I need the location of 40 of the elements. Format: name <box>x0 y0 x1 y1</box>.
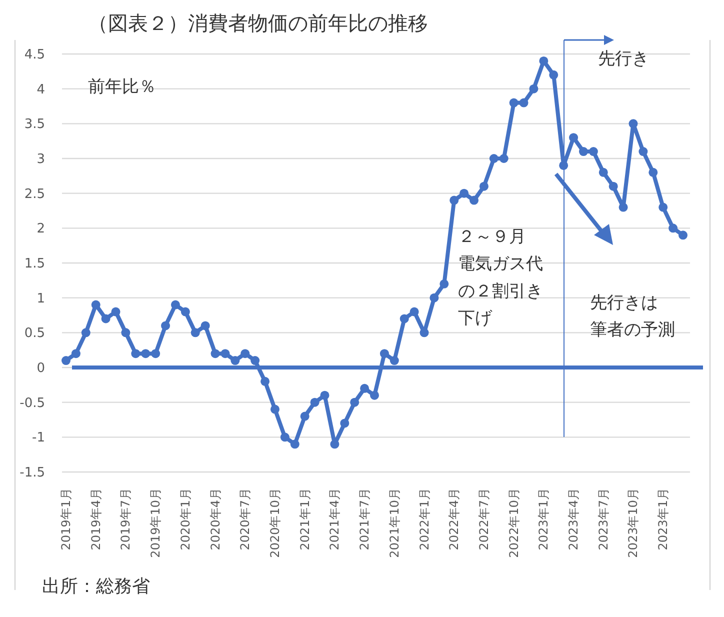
y-tick-label: -0.5 <box>20 396 45 411</box>
x-tick-label: 2023年4月 <box>566 488 581 550</box>
annotation: 先行きは筆者の予測 <box>590 293 675 340</box>
annotation: 前年比％ <box>88 77 156 97</box>
y-tick-label: 0.5 <box>24 326 45 342</box>
y-tick-label: 4 <box>36 82 45 98</box>
y-tick-label: 1.5 <box>24 256 45 272</box>
x-tick-label: 2019年10月 <box>148 488 163 558</box>
annotation: ２～９月電気ガス代の２割引き下げ <box>458 227 543 329</box>
x-tick-label: 2022年7月 <box>476 488 491 550</box>
x-tick-label: 2020年1月 <box>178 488 192 550</box>
x-tick-label: 2021年7月 <box>358 488 372 550</box>
y-tick-label: 2 <box>36 222 45 237</box>
text: 出所：総務省 <box>42 576 150 597</box>
x-tick-label: 2020年10月 <box>268 488 282 558</box>
y-tick-label: -1.5 <box>20 466 45 481</box>
x-tick-label: 2022年4月 <box>447 488 462 550</box>
x-tick-label: 2022年1月 <box>417 488 432 550</box>
y-tick-label: 3 <box>36 152 45 168</box>
y-tick-label: 1 <box>36 291 45 306</box>
x-tick-label: 2019年1月 <box>59 488 73 550</box>
x-tick-label: 2023年10月 <box>626 488 640 558</box>
x-tick-label: 2019年4月 <box>88 488 103 550</box>
x-tick-label: 2019年7月 <box>118 488 133 550</box>
y-tick-label: 0 <box>36 361 45 376</box>
x-tick-label: 2020年7月 <box>238 488 252 550</box>
chart-title: （図表２）消費者物価の前年比の推移 <box>88 11 428 35</box>
x-tick-label: 2023年1月 <box>656 488 670 550</box>
y-tick-label: 4.5 <box>24 48 45 63</box>
x-tick-label: 2021年1月 <box>298 488 312 550</box>
x-tick-label: 2022年10月 <box>506 488 521 558</box>
y-tick-label: 2.5 <box>24 186 45 202</box>
y-tick-label: -1 <box>32 430 45 446</box>
x-tick-label: 2020年4月 <box>208 488 222 550</box>
x-tick-label: 2021年10月 <box>387 488 402 558</box>
y-tick-label: 3.5 <box>24 117 45 132</box>
x-tick-label: 2023年1月 <box>536 488 551 550</box>
annotation: 先行き <box>598 49 649 69</box>
x-tick-label: 2023年7月 <box>596 488 610 550</box>
x-tick-label: 2021年4月 <box>328 488 342 550</box>
